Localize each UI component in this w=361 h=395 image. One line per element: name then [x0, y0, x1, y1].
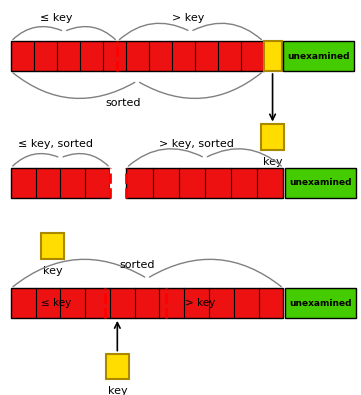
Text: sorted: sorted — [105, 98, 140, 108]
Text: > key: > key — [171, 13, 204, 23]
Text: unexamined: unexamined — [289, 299, 352, 308]
Bar — [11, 168, 110, 198]
Bar — [11, 41, 264, 71]
Bar — [40, 233, 64, 259]
Text: key: key — [263, 157, 282, 167]
Bar — [126, 168, 283, 198]
Text: sorted: sorted — [119, 260, 155, 270]
Bar — [283, 41, 354, 71]
Text: unexamined: unexamined — [289, 178, 352, 187]
Text: ≤ key: ≤ key — [40, 13, 72, 23]
Bar — [285, 288, 356, 318]
Text: ≤ key, sorted: ≤ key, sorted — [18, 139, 93, 149]
Bar — [264, 41, 282, 71]
Text: key: key — [108, 386, 127, 395]
Bar — [105, 354, 129, 379]
Bar — [261, 124, 284, 150]
Text: key: key — [43, 265, 62, 276]
Bar — [11, 288, 283, 318]
Bar — [110, 168, 126, 198]
Bar — [285, 168, 356, 198]
Text: ≤ key: ≤ key — [41, 298, 71, 308]
Text: unexamined: unexamined — [287, 52, 350, 61]
Text: > key: > key — [185, 298, 216, 308]
Text: > key, sorted: > key, sorted — [159, 139, 234, 149]
